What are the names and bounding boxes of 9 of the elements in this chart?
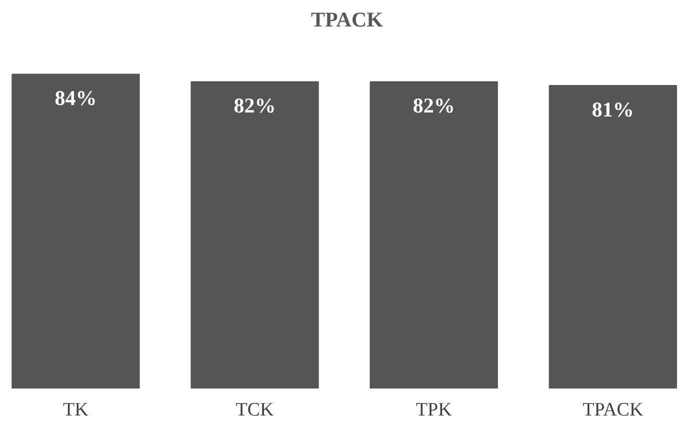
x-tick-label: TPK <box>416 400 452 420</box>
x-tick-label: TPACK <box>582 400 644 420</box>
data-label: 84% <box>54 86 97 110</box>
x-tick-label: TK <box>63 400 89 420</box>
data-label: 81% <box>592 97 634 122</box>
data-label: 82% <box>412 94 455 118</box>
x-tick-label: TCK <box>236 400 274 420</box>
chart-title: TPACK <box>311 8 384 32</box>
data-label: 82% <box>234 94 276 118</box>
